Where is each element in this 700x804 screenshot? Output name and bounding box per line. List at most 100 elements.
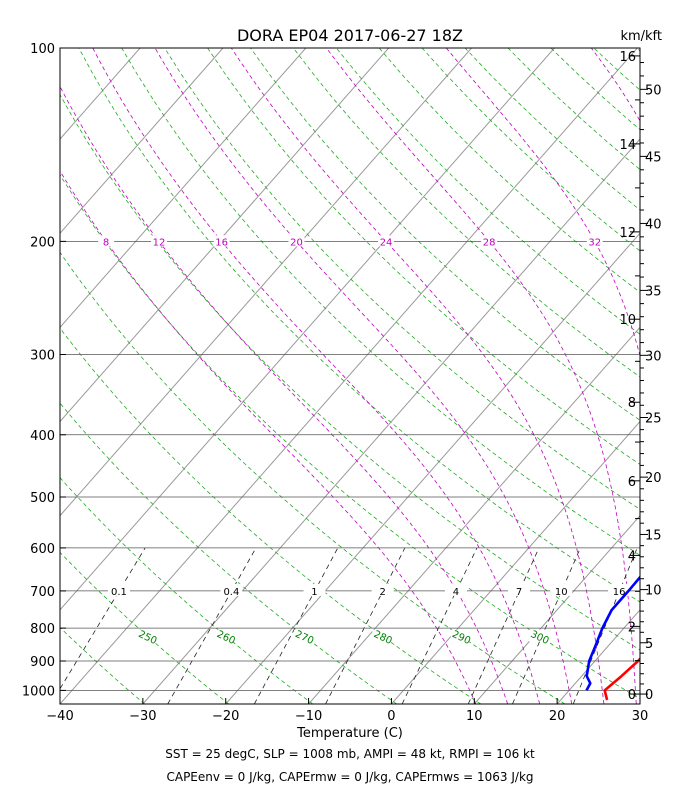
mixing-ratio-line — [512, 548, 580, 704]
mixing-ratio-lines — [51, 548, 637, 704]
kft-tick-label: 25 — [645, 412, 662, 427]
mixing-ratio-line — [254, 548, 337, 704]
moist-adiabat-label: 16 — [215, 237, 228, 248]
moist-adiabat-line — [93, 48, 540, 704]
km-tick-label: 8 — [628, 396, 636, 411]
pressure-tick-label: 400 — [30, 429, 55, 444]
dry-adiabat-line — [0, 48, 145, 704]
kft-tick-label: 5 — [645, 637, 653, 652]
isotherm-line — [391, 48, 700, 704]
mixing-ratio-label: 1 — [311, 587, 317, 598]
dry-adiabat-line — [637, 48, 700, 704]
pressure-tick-label: 600 — [30, 542, 55, 557]
dry-adiabat-line — [293, 48, 700, 704]
x-tick-label: −10 — [295, 709, 322, 724]
kft-tick-label: 30 — [645, 349, 662, 364]
dry-adiabat-line — [36, 48, 700, 704]
moist-adiabat-label: 32 — [588, 237, 601, 248]
moist-adiabat-line — [591, 48, 700, 704]
mixing-ratio-label: 10 — [555, 587, 568, 598]
mixing-ratio-line — [51, 548, 145, 704]
pressure-tick-label: 500 — [30, 491, 55, 506]
km-tick-label: 2 — [628, 620, 636, 635]
dry-adiabat-line — [508, 48, 700, 704]
kft-tick-label: 20 — [645, 471, 662, 486]
km-tick-label: 4 — [628, 549, 636, 564]
kft-tick-label: 0 — [645, 688, 653, 703]
mixing-ratio-line — [326, 548, 405, 704]
dry-adiabat-line — [0, 48, 565, 704]
pressure-tick-label: 1000 — [22, 684, 55, 699]
footer-line-1: SST = 25 degC, SLP = 1008 mb, AMPI = 48 … — [165, 747, 535, 761]
sounding-series — [587, 48, 700, 700]
x-tick-label: 30 — [632, 709, 649, 724]
dry-adiabat-line — [379, 48, 700, 704]
isotherm-line — [0, 48, 554, 704]
kft-tick-label: 15 — [645, 528, 662, 543]
mixing-ratio-label: 2 — [379, 587, 385, 598]
isotherm-line — [640, 48, 700, 704]
isotherm-line — [309, 48, 700, 704]
pressure-tick-label: 200 — [30, 235, 55, 250]
isotherm-line — [474, 48, 700, 704]
km-tick-label: 14 — [619, 138, 636, 153]
dry-adiabat-line — [594, 48, 700, 704]
km-tick-label: 0 — [628, 688, 636, 703]
km-tick-label: 10 — [619, 313, 636, 328]
moist-adiabat-label: 24 — [380, 237, 393, 248]
moist-adiabat-label: 28 — [483, 237, 496, 248]
x-tick-label: 10 — [466, 709, 483, 724]
isotherm-line — [60, 48, 637, 704]
isotherm-line — [0, 48, 389, 704]
dry-adiabat-lines — [0, 48, 700, 704]
dry-adiabat-line — [465, 48, 700, 704]
kft-tick-label: 10 — [645, 584, 662, 599]
moist-adiabat-lines — [0, 48, 700, 704]
x-tick-label: −20 — [212, 709, 239, 724]
moist-adiabat-label: 20 — [290, 237, 303, 248]
kft-tick-label: 45 — [645, 150, 662, 165]
isotherm-line — [0, 48, 57, 704]
isotherm-line — [0, 48, 306, 704]
isotherm-line — [0, 48, 140, 704]
dry-adiabat-line — [0, 48, 61, 704]
moist-adiabat-line — [155, 48, 572, 704]
footer-line-2: CAPEenv = 0 J/kg, CAPErmw = 0 J/kg, CAPE… — [166, 770, 533, 784]
chart-title: DORA EP04 2017-06-27 18Z — [237, 26, 463, 45]
moist-adiabat-label: 8 — [103, 237, 109, 248]
isotherm-lines — [0, 48, 700, 704]
pressure-tick-label: 800 — [30, 622, 55, 637]
mixing-ratio-label: 7 — [516, 587, 522, 598]
km-tick-label: 16 — [619, 50, 636, 65]
kft-tick-label: 35 — [645, 284, 662, 299]
dry-adiabat-line — [79, 48, 700, 704]
moist-adiabat-line — [41, 48, 508, 704]
height-units-label: km/kft — [620, 29, 662, 44]
x-tick-label: −30 — [129, 709, 156, 724]
mixing-ratio-label: 0.4 — [223, 587, 239, 598]
moist-adiabat-label: 12 — [153, 237, 166, 248]
pressure-tick-label: 900 — [30, 655, 55, 670]
kft-tick-label: 50 — [645, 83, 662, 98]
dry-adiabat-line — [122, 48, 700, 704]
pressure-tick-label: 700 — [30, 585, 55, 600]
x-tick-label: −40 — [46, 709, 73, 724]
moist-adiabat-line — [0, 48, 476, 704]
kft-tick-label: 40 — [645, 217, 662, 232]
dry-adiabat-line — [0, 48, 649, 704]
dry-adiabat-line — [336, 48, 700, 704]
isotherm-line — [0, 48, 472, 704]
pressure-tick-label: 100 — [30, 42, 55, 57]
pressure-tick-label: 300 — [30, 348, 55, 363]
mixing-ratio-label: 0.1 — [111, 587, 127, 598]
mixing-ratio-label: 4 — [453, 587, 459, 598]
km-tick-label: 6 — [628, 475, 636, 490]
dry-adiabat-line — [680, 48, 700, 704]
x-axis-label: Temperature (C) — [296, 726, 403, 741]
km-tick-label: 12 — [619, 226, 636, 241]
dry-adiabat-line — [0, 48, 481, 704]
x-tick-label: 0 — [387, 709, 395, 724]
